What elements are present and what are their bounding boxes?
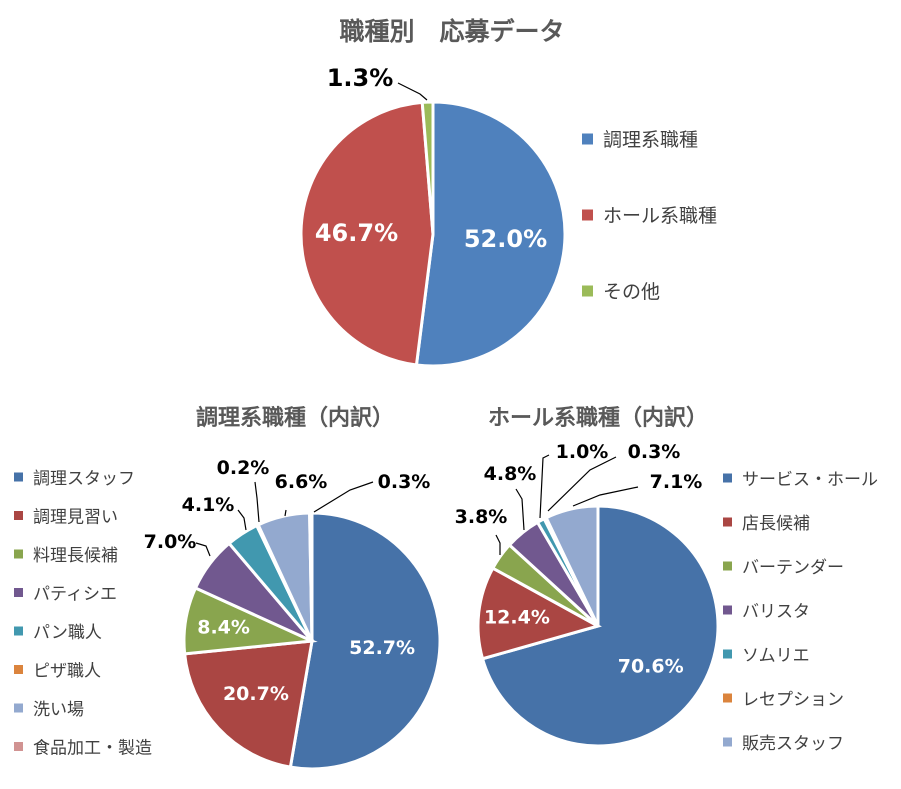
legend-label: ピザ職人 [33, 662, 101, 682]
legend-swatch [14, 588, 23, 597]
legend-label: 販売スタッフ [742, 734, 844, 754]
pie-slice [476, 566, 602, 661]
pie-slice [414, 100, 567, 368]
legend-label: 料理長候補 [33, 546, 118, 566]
data-label: 8.4% [197, 616, 250, 638]
pie-slice [544, 504, 600, 627]
data-label: 1.3% [327, 64, 394, 92]
legend-swatch [14, 665, 23, 674]
legend-label: ソムリエ [742, 646, 810, 666]
data-label: 52.0% [464, 225, 547, 253]
cooking-pie: 52.7% 20.7% 8.4% 7.0% 4.1% 0.2%6.6% 0.3% [144, 457, 442, 771]
leader-line [539, 454, 550, 519]
data-label: 7.0% [144, 531, 197, 553]
legend-swatch [723, 561, 732, 571]
pie-slice [288, 511, 442, 771]
legend-label: 洗い場 [33, 700, 84, 720]
main-pie: 52.0% 46.7% 1.3% [299, 64, 567, 368]
hall-pie: 70.6% 12.4% 3.8% 4.8% 1.0% 0.3% 7.1% [455, 441, 720, 748]
leader-line [515, 488, 525, 531]
legend-label: パティシエ [33, 585, 117, 605]
legend-swatch [723, 693, 732, 703]
legend-label: ホール系職種 [603, 205, 717, 227]
cooking-chart-title: 調理系職種（内訳） [196, 405, 394, 431]
data-label: 6.6% [275, 471, 328, 493]
legend-swatch [723, 517, 732, 527]
leader-line [237, 509, 247, 531]
pie-slice [308, 511, 314, 642]
legend-swatch [723, 737, 732, 747]
data-label: 4.8% [484, 463, 537, 485]
leader-line [254, 481, 260, 523]
data-label: 20.7% [223, 683, 289, 705]
legend-swatch [723, 605, 732, 615]
hall-chart-title: ホール系職種（内訳） [488, 405, 708, 431]
data-label: 0.3% [628, 441, 681, 463]
legend-label: レセプション [742, 690, 844, 710]
data-label: 70.6% [618, 656, 684, 678]
data-label: 52.7% [349, 637, 415, 659]
legend-label: 店長候補 [742, 514, 810, 534]
main-chart-title: 職種別 応募データ [339, 17, 564, 46]
leader-line [313, 481, 374, 513]
leader-line [572, 486, 639, 507]
legend-swatch [14, 472, 23, 482]
legend-label: 調理系職種 [603, 129, 698, 151]
data-label: 4.1% [182, 494, 235, 516]
pie-slice [420, 100, 435, 235]
legend-swatch [723, 473, 732, 483]
leader-line [284, 509, 287, 517]
legend-label: 調理スタッフ [33, 469, 135, 489]
leader-line [397, 82, 428, 101]
pie-slice [183, 639, 314, 769]
data-label: 7.1% [650, 471, 703, 493]
data-label: 46.7% [315, 219, 398, 247]
legend-label: 調理見習い [33, 508, 118, 528]
legend-swatch [14, 742, 23, 751]
legend-label: 食品加工・製造 [33, 739, 152, 759]
leader-line [547, 456, 617, 512]
legend-swatch [582, 133, 593, 145]
data-label: 0.3% [378, 471, 431, 493]
legend-swatch [14, 626, 23, 636]
legend-swatch [582, 209, 593, 221]
data-label: 3.8% [455, 506, 508, 528]
data-label: 1.0% [556, 441, 609, 463]
leader-line [495, 534, 501, 555]
legend-label: その他 [603, 281, 660, 303]
data-label: 12.4% [484, 607, 550, 629]
legend-label: パン職人 [33, 623, 102, 643]
legend-swatch [14, 549, 23, 559]
data-label: 0.2% [217, 457, 270, 479]
legend-label: バーテンダー [742, 558, 844, 578]
legend-swatch [14, 511, 23, 520]
pie-slice [299, 100, 435, 367]
legend-swatch [723, 649, 732, 659]
leader-line [195, 542, 211, 557]
legend-swatch [14, 703, 23, 713]
legend-label: バリスタ [742, 602, 810, 622]
legend-swatch [582, 285, 593, 297]
legend-label: サービス・ホール [742, 470, 878, 490]
